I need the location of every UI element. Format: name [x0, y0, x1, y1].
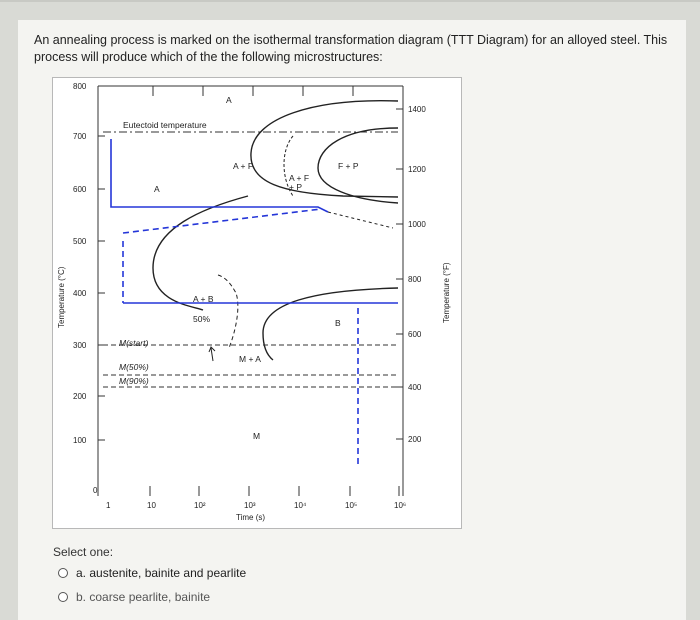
y-left-tick-label: 0 [93, 486, 98, 495]
region-label: M(start) [119, 338, 148, 348]
region-label: + P [289, 182, 302, 192]
region-label: 50% [193, 314, 210, 324]
y-left-tick-label: 700 [73, 132, 87, 141]
x-tick-label: 10⁶ [394, 501, 406, 510]
bainite-start-curve [152, 195, 249, 311]
ttt-diagram: .t { font-family:"Liberation Sans", sans… [52, 77, 462, 529]
answer-option-a-label: a. austenite, bainite and pearlite [76, 566, 247, 580]
region-label: M(50%) [119, 362, 149, 372]
y-left-tick-label: 800 [73, 82, 87, 91]
region-label: F + P [338, 161, 359, 171]
y-left-tick-label: 500 [73, 237, 87, 246]
x-axis-title: Time (s) [236, 513, 265, 522]
top-ticks [152, 86, 354, 96]
blue-dash-diagonal [122, 208, 322, 234]
x-tick-label: 10² [194, 501, 206, 510]
y-left-tick-label: 400 [73, 289, 87, 298]
y-right-tick-label: 1400 [408, 105, 426, 114]
question-text: An annealing process is marked on the is… [34, 33, 668, 64]
select-one-label: Select one: [53, 545, 114, 559]
radio-icon[interactable] [58, 568, 68, 578]
region-label: A + F [233, 161, 253, 171]
y-left-tick-label: 600 [73, 185, 87, 194]
blue-cooling-path-1 [110, 139, 329, 213]
left-ticks [98, 85, 105, 441]
arrow-icon [208, 346, 216, 362]
finish-curve-upper [317, 127, 399, 204]
x-tick-label: 1 [106, 501, 111, 510]
bainite-finish-curve [262, 287, 399, 361]
answer-option-a[interactable]: a. austenite, bainite and pearlite [58, 566, 246, 580]
y-right-tick-label: 1000 [408, 220, 426, 229]
x-tick-label: 10³ [244, 501, 256, 510]
ferrite-start-curve [283, 135, 294, 197]
top-border [0, 0, 700, 2]
bainite-50-curve [217, 274, 239, 349]
y-left-axis-title: Temperature (°C) [57, 266, 66, 328]
start-curve-upper [250, 100, 399, 198]
y-right-tick-label: 1200 [408, 165, 426, 174]
x-tick-label: 10 [147, 501, 156, 510]
y-right-axis-title: Temperature (°F) [442, 262, 451, 323]
y-right-tick-label: 600 [408, 330, 422, 339]
region-label: M [253, 431, 260, 441]
answer-option-b[interactable]: b. coarse pearlite, bainite [58, 590, 210, 604]
region-label: A [226, 95, 232, 105]
region-label: M + A [239, 354, 261, 364]
y-left-tick-label: 300 [73, 341, 87, 350]
region-label: A + B [193, 294, 214, 304]
y-right-tick-label: 800 [408, 275, 422, 284]
region-label: A + F [289, 173, 309, 183]
ttt-diagram-svg: .t { font-family:"Liberation Sans", sans… [57, 82, 451, 522]
right-ticks [396, 108, 403, 440]
continuation-dash [327, 211, 394, 229]
y-right-tick-label: 200 [408, 435, 422, 444]
y-right-tick-label: 400 [408, 383, 422, 392]
answer-option-b-label: b. coarse pearlite, bainite [76, 590, 211, 604]
eutectoid-label: Eutectoid temperature [123, 120, 207, 130]
bottom-ticks [149, 486, 400, 496]
x-tick-label: 10⁴ [294, 501, 307, 510]
y-left-tick-label: 200 [73, 392, 87, 401]
region-label: M(90%) [119, 376, 149, 386]
radio-icon[interactable] [58, 592, 68, 602]
region-label: B [335, 318, 341, 328]
region-label: A [154, 184, 160, 194]
y-left-tick-label: 100 [73, 436, 87, 445]
x-tick-label: 10⁵ [345, 501, 357, 510]
